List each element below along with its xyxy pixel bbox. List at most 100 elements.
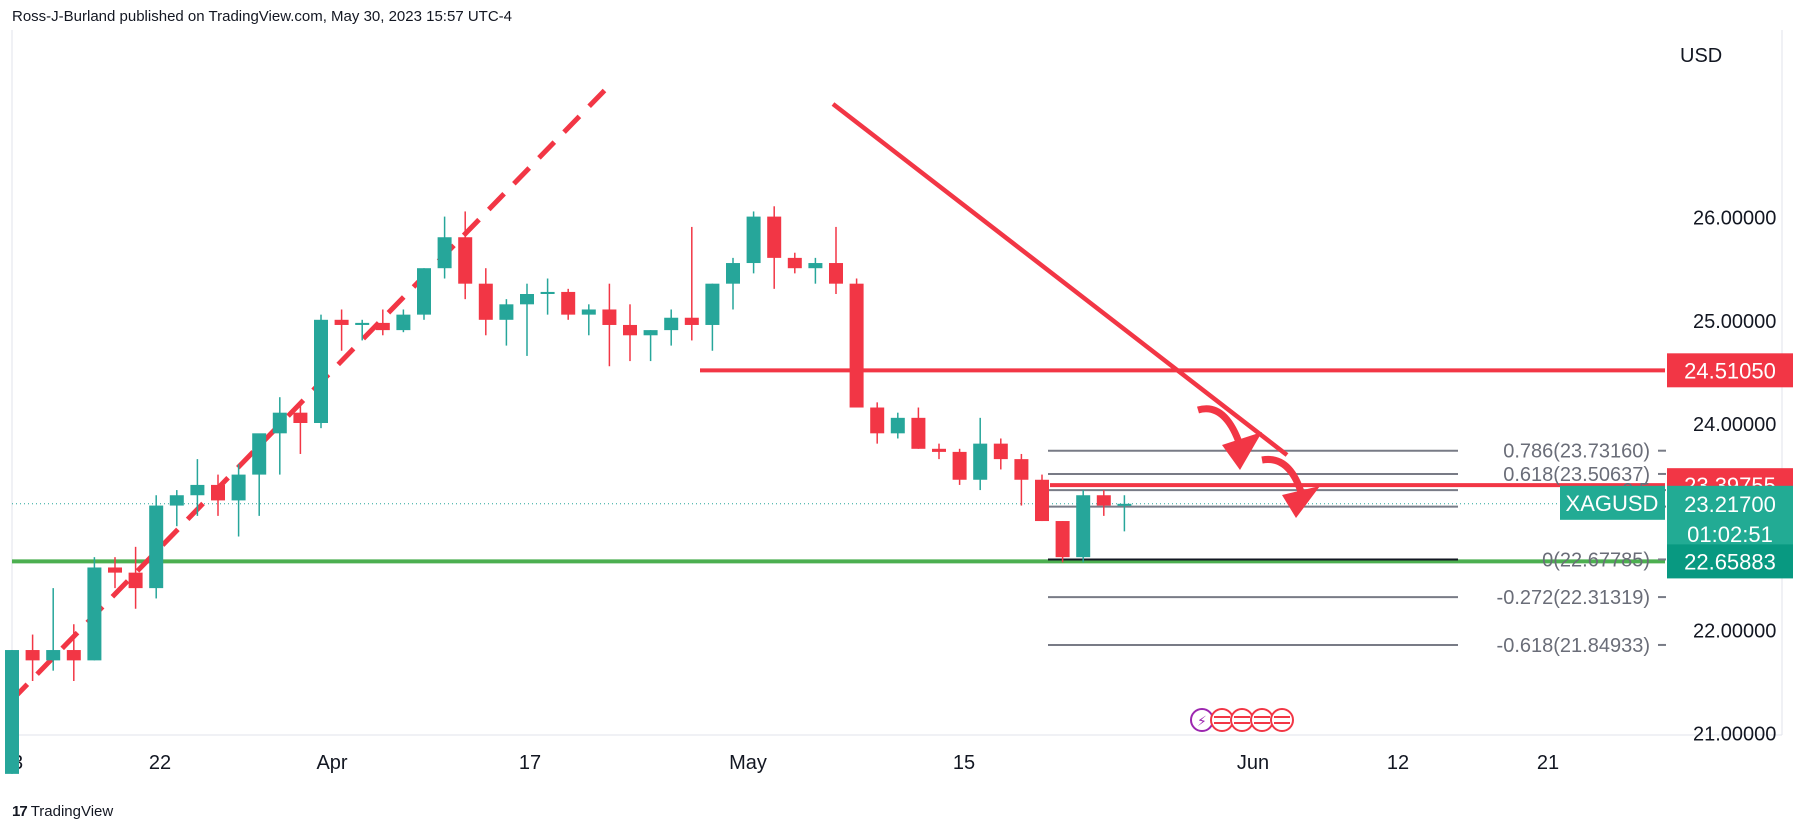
- candle-body[interactable]: [561, 291, 576, 315]
- us-flag-event-icon[interactable]: [1210, 708, 1234, 732]
- last-price-value: 23.21700: [1684, 492, 1776, 517]
- candle-body[interactable]: [231, 474, 246, 501]
- candle-body[interactable]: [437, 237, 452, 269]
- price-chart[interactable]: USD 26.00000 25.00000 24.00000 22.00000 21.0…: [0, 0, 1813, 800]
- candle-body[interactable]: [66, 650, 81, 661]
- tradingview-logo-icon: 17: [12, 803, 28, 820]
- candle-body[interactable]: [705, 283, 720, 325]
- candle-body[interactable]: [787, 257, 802, 269]
- candle-body[interactable]: [808, 263, 823, 269]
- candle-body[interactable]: [5, 650, 19, 774]
- tradingview-branding[interactable]: 17 TradingView: [12, 803, 113, 820]
- us-flag-event-icon[interactable]: [1230, 708, 1254, 732]
- candle-body[interactable]: [108, 567, 122, 573]
- candle-body[interactable]: [417, 268, 431, 315]
- candle-body[interactable]: [128, 572, 143, 589]
- candle-body[interactable]: [623, 324, 637, 336]
- candle-body[interactable]: [767, 216, 782, 258]
- candle-body[interactable]: [643, 330, 658, 336]
- symbol-tag: [1560, 485, 1665, 520]
- arrowhead-1: [1222, 432, 1262, 470]
- candle-body[interactable]: [87, 567, 102, 661]
- candle-body[interactable]: [293, 412, 308, 423]
- fib-retracement[interactable]: 0.786(23.73160)0.618(23.50637)0.50.382(2…: [1048, 441, 1666, 657]
- price-tick-label: 21.00000: [1693, 724, 1776, 746]
- fib-level-label: -0.272(22.31319): [1497, 587, 1650, 609]
- price-tick-label: 26.00000: [1693, 208, 1776, 230]
- candle-body[interactable]: [581, 309, 596, 315]
- candle-body[interactable]: [911, 417, 926, 449]
- price-tick-label: 22.00000: [1693, 620, 1776, 642]
- price-tick-label: 24.00000: [1693, 414, 1776, 436]
- candle-body[interactable]: [849, 283, 864, 408]
- candle-body[interactable]: [540, 291, 555, 294]
- price-axis[interactable]: 26.00000 25.00000 24.00000 22.00000 21.00000…: [1693, 208, 1776, 800]
- fib-level-label: 0.786(23.73160): [1503, 441, 1650, 463]
- time-axis[interactable]: 322Apr17May15Jun1221: [12, 752, 1559, 774]
- publisher-caption: Ross-J-Burland published on TradingView.…: [12, 8, 512, 25]
- date-tick-label: Jun: [1237, 752, 1269, 774]
- last-price-tag: [1667, 485, 1793, 552]
- candle-body[interactable]: [355, 322, 370, 325]
- candle-body[interactable]: [375, 322, 390, 331]
- down-arrow-2[interactable]: [1261, 455, 1320, 518]
- date-tick-label: Apr: [316, 752, 347, 774]
- us-flag-event-icon[interactable]: [1270, 708, 1294, 732]
- price-tick-label: 25.00000: [1693, 311, 1776, 333]
- candle-body[interactable]: [1096, 495, 1111, 506]
- candle-body[interactable]: [993, 443, 1008, 460]
- candle-body[interactable]: [890, 417, 905, 434]
- candle-body[interactable]: [1076, 495, 1091, 558]
- candle-body[interactable]: [1055, 521, 1070, 558]
- candle-body[interactable]: [396, 314, 411, 331]
- candle-body[interactable]: [870, 407, 885, 434]
- us-flag-event-icon[interactable]: [1250, 708, 1274, 732]
- candle-body[interactable]: [1035, 479, 1049, 522]
- candle-body[interactable]: [602, 309, 617, 325]
- candle-body[interactable]: [520, 294, 534, 305]
- svg-text:⚡: ⚡: [1197, 714, 1207, 730]
- candlestick-series[interactable]: [5, 206, 1132, 774]
- down-arrow-1[interactable]: [1197, 405, 1262, 470]
- candle-body[interactable]: [252, 433, 267, 475]
- candle-body[interactable]: [211, 484, 225, 501]
- date-tick-label: 17: [519, 752, 541, 774]
- candle-body[interactable]: [973, 443, 988, 480]
- candle-body[interactable]: [272, 412, 287, 434]
- candle-body[interactable]: [190, 484, 205, 496]
- date-tick-label: 12: [1387, 752, 1409, 774]
- candle-body[interactable]: [458, 237, 473, 284]
- candle-body[interactable]: [952, 451, 967, 480]
- candle-body[interactable]: [314, 319, 328, 423]
- currency-label: USD: [1680, 45, 1722, 67]
- candle-body[interactable]: [1117, 503, 1132, 506]
- candle-body[interactable]: [746, 216, 761, 264]
- date-tick-label: 15: [953, 752, 975, 774]
- candle-countdown: 01:02:51: [1687, 522, 1773, 547]
- candle-body[interactable]: [478, 283, 493, 320]
- candle-body[interactable]: [169, 495, 184, 506]
- fib-level-label: 0.618(23.50637): [1503, 464, 1650, 486]
- candle-body[interactable]: [25, 650, 40, 661]
- symbol-tag-label: XAGUSD: [1566, 491, 1659, 516]
- fib-level-label: -0.618(21.84933): [1497, 635, 1650, 657]
- date-tick-label: 21: [1537, 752, 1559, 774]
- candle-body[interactable]: [149, 505, 164, 589]
- candle-body[interactable]: [664, 317, 679, 331]
- candle-body[interactable]: [499, 304, 514, 320]
- descending-trendline[interactable]: [831, 102, 1289, 457]
- level-price-tag: [1667, 353, 1793, 388]
- economic-events[interactable]: ⚡: [1190, 708, 1294, 732]
- level-price-value: 22.65883: [1684, 549, 1776, 574]
- arrowhead-2: [1282, 486, 1320, 518]
- fib-level-label: 0(22.67785): [1542, 549, 1650, 571]
- candle-body[interactable]: [46, 650, 61, 661]
- candle-body[interactable]: [1014, 459, 1029, 480]
- candle-body[interactable]: [684, 317, 699, 325]
- candle-body[interactable]: [932, 448, 946, 452]
- candle-body[interactable]: [334, 319, 349, 325]
- tradingview-wordmark: TradingView: [30, 803, 114, 820]
- candle-body[interactable]: [726, 263, 740, 284]
- candle-body[interactable]: [829, 263, 843, 284]
